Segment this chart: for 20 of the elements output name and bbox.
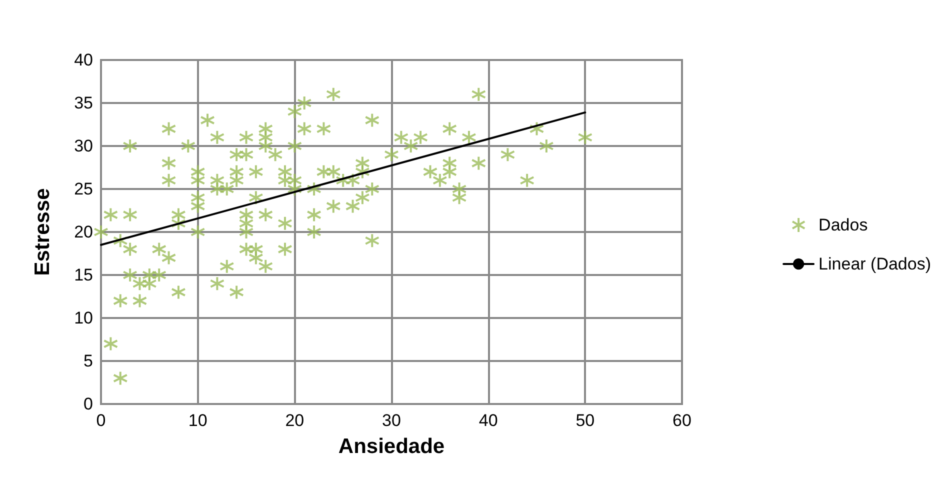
x-tick-label: 20	[285, 411, 304, 430]
x-tick-label: 30	[382, 411, 401, 430]
x-tick-label: 0	[96, 411, 106, 430]
x-tick-label: 10	[188, 411, 208, 430]
y-tick-label: 20	[74, 222, 93, 242]
y-tick-label: 40	[74, 50, 93, 70]
y-tick-label: 0	[84, 394, 93, 414]
x-tick-label: 40	[478, 411, 498, 430]
x-tick-label: 50	[576, 411, 595, 430]
y-axis-title: Estresse	[31, 188, 54, 276]
x-axis-title: Ansiedade	[338, 435, 445, 458]
y-tick-label: 5	[84, 352, 93, 370]
legend-label: Linear (Dados)	[818, 254, 932, 274]
y-tick-label: 35	[74, 94, 93, 112]
y-tick-label: 30	[74, 136, 93, 156]
y-tick-label: 25	[74, 180, 93, 198]
legend-label: Dados	[818, 216, 868, 234]
x-tick-label: 60	[672, 411, 692, 430]
y-tick-label: 15	[74, 266, 93, 284]
y-tick-label: 10	[74, 308, 93, 328]
